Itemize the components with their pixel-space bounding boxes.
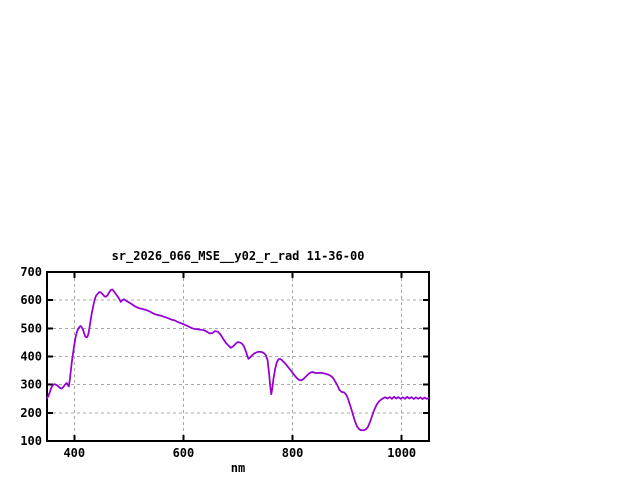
y-tick-label-700: 700 xyxy=(20,265,42,279)
y-tick-label-500: 500 xyxy=(20,321,42,335)
chart-title: sr_2026_066_MSE__y02_r_rad 11-36-00 xyxy=(111,249,365,263)
x-tick-label-800: 800 xyxy=(282,446,304,460)
x-tick-label-600: 600 xyxy=(173,446,195,460)
x-tick-label-1000: 1000 xyxy=(387,446,416,460)
y-tick-label-400: 400 xyxy=(20,350,42,364)
spectrum-curve-0 xyxy=(46,288,430,432)
x-tick-label-400: 400 xyxy=(63,446,85,460)
y-tick-label-100: 100 xyxy=(20,434,42,448)
y-tick-label-600: 600 xyxy=(20,293,42,307)
y-tick-label-200: 200 xyxy=(20,406,42,420)
y-tick-label-300: 300 xyxy=(20,378,42,392)
x-axis-label: nm xyxy=(230,461,246,475)
